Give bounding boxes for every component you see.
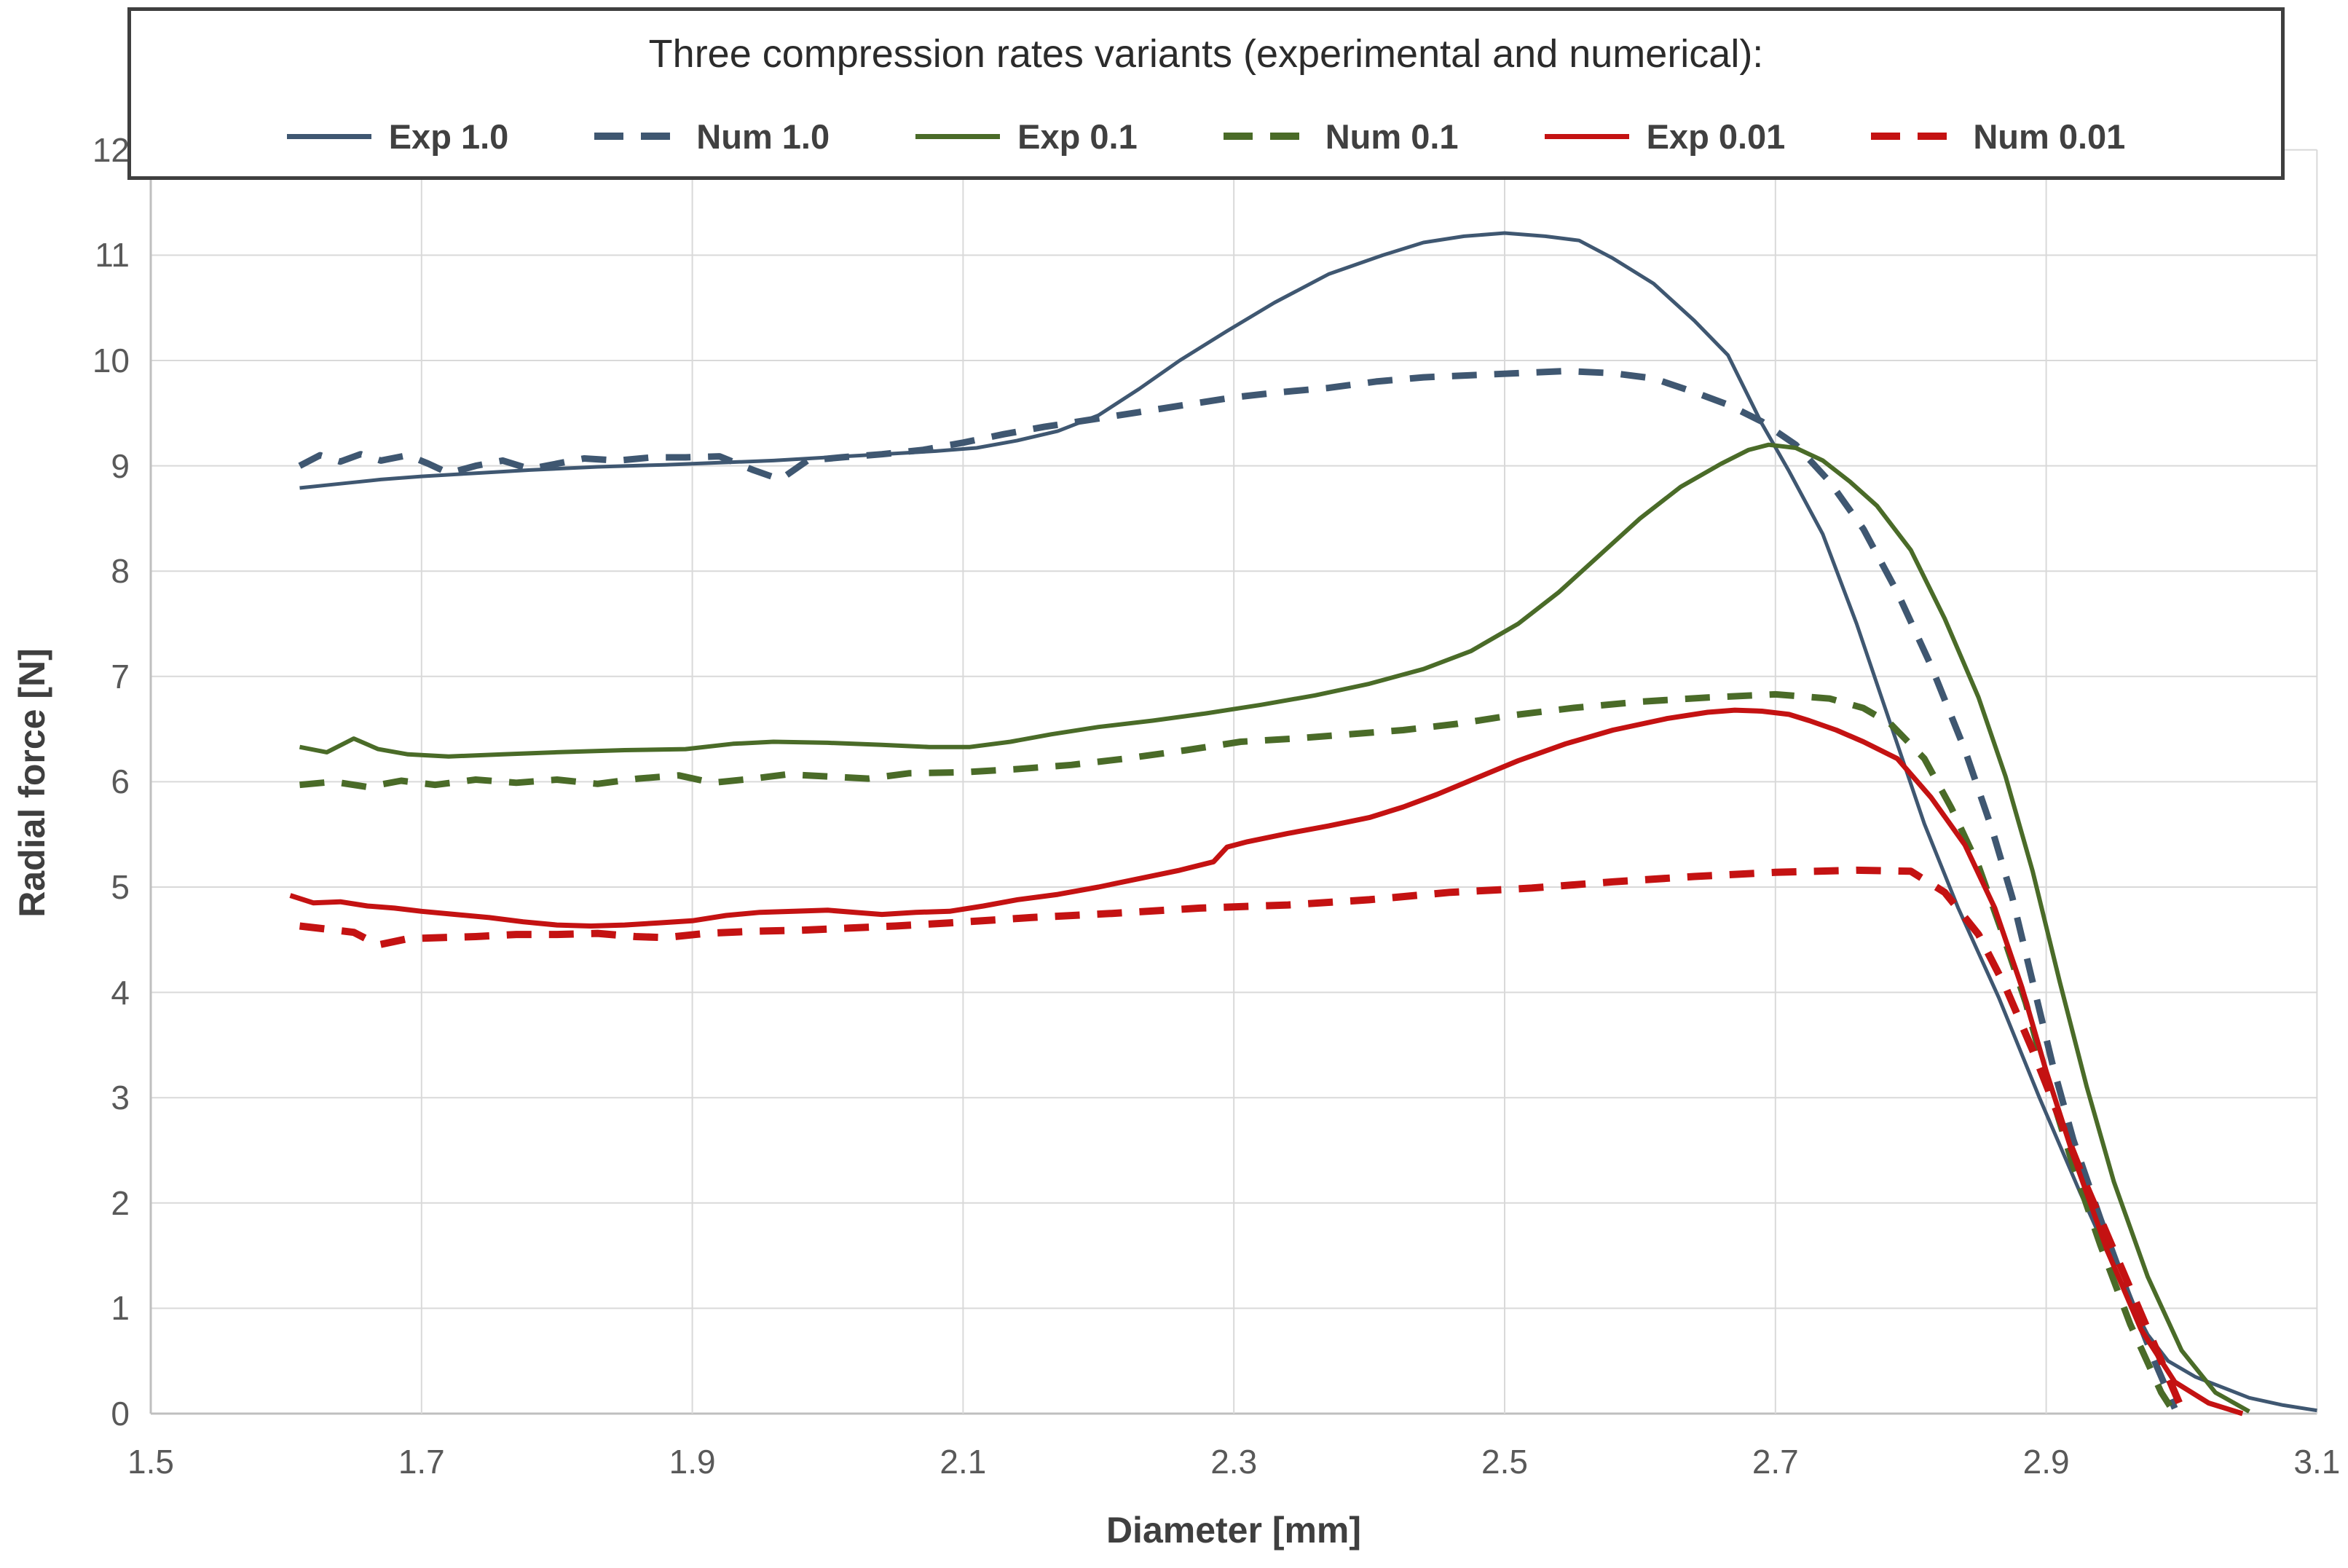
chart-title: Three compression rates variants (experi… — [648, 32, 1764, 76]
y-tick-label: 4 — [111, 973, 130, 1012]
y-tick-label: 9 — [111, 446, 130, 485]
legend-label: Num 1.0 — [696, 117, 830, 156]
legend-item-exp-0-1: Exp 0.1 — [915, 119, 1138, 154]
legend-item-num-0-1: Num 0.1 — [1223, 117, 1459, 156]
x-tick-label: 1.9 — [669, 1443, 716, 1481]
legend-item-exp-0-01: Exp 0.01 — [1544, 117, 1786, 156]
dashed-line-swatch-icon — [594, 133, 679, 140]
solid-line-swatch-icon — [915, 133, 1001, 139]
series-line-num-0-1 — [299, 690, 2178, 1416]
y-tick-label: 6 — [111, 763, 130, 801]
x-tick-label: 2.9 — [2022, 1443, 2070, 1481]
legend-label: Num 0.01 — [1973, 117, 2126, 156]
x-axis-title: Diameter [mm] — [1106, 1510, 1362, 1551]
x-tick-label: 1.7 — [398, 1443, 445, 1481]
y-axis-title: Radial force [N] — [12, 648, 52, 918]
series-line-exp-0-1 — [299, 442, 2250, 1414]
legend-row: Exp 1.0 Num 1.0 Exp 0.1 Num 0.1 Exp 0.01… — [131, 107, 2281, 165]
y-tick-label: 0 — [111, 1395, 130, 1433]
y-tick-label: 10 — [92, 342, 130, 379]
x-tick-label: 1.5 — [127, 1443, 174, 1481]
y-tick-label: 2 — [111, 1183, 130, 1222]
x-tick-label: 2.7 — [1752, 1443, 1799, 1481]
solid-line-swatch-icon — [1544, 133, 1629, 139]
series-line-exp-1-0 — [299, 231, 2317, 1413]
x-tick-label: 3.1 — [2293, 1443, 2341, 1481]
series-line-num-0-01 — [299, 866, 2186, 1410]
dashed-line-swatch-icon — [1871, 133, 1956, 140]
solid-line-swatch-icon — [286, 133, 371, 139]
y-tick-label: 1 — [111, 1289, 130, 1328]
legend-label: Exp 0.01 — [1646, 117, 1786, 156]
legend-label: Exp 0.1 — [1017, 117, 1138, 156]
y-tick-label: 12 — [92, 130, 130, 169]
y-tick-label: 3 — [111, 1079, 130, 1117]
x-tick-label: 2.1 — [939, 1443, 987, 1481]
legend-item-num-1-0: Num 1.0 — [594, 119, 830, 154]
y-tick-label: 8 — [111, 552, 130, 591]
legend-item-exp-1-0: Exp 1.0 — [286, 117, 509, 156]
y-tick-label: 7 — [111, 657, 130, 696]
legend-item-num-0-01: Num 0.01 — [1871, 119, 2125, 154]
dashed-line-swatch-icon — [1223, 133, 1308, 140]
x-tick-label: 2.5 — [1481, 1443, 1528, 1481]
legend: Three compression rates variants (experi… — [127, 7, 2285, 180]
series-line-exp-0-01 — [289, 707, 2244, 1417]
y-tick-label: 11 — [95, 236, 130, 275]
y-tick-label: 5 — [111, 868, 130, 906]
legend-label: Num 0.1 — [1325, 117, 1459, 156]
series-line-num-1-0 — [298, 368, 2178, 1410]
x-tick-label: 2.3 — [1210, 1443, 1258, 1481]
legend-label: Exp 1.0 — [388, 117, 509, 156]
